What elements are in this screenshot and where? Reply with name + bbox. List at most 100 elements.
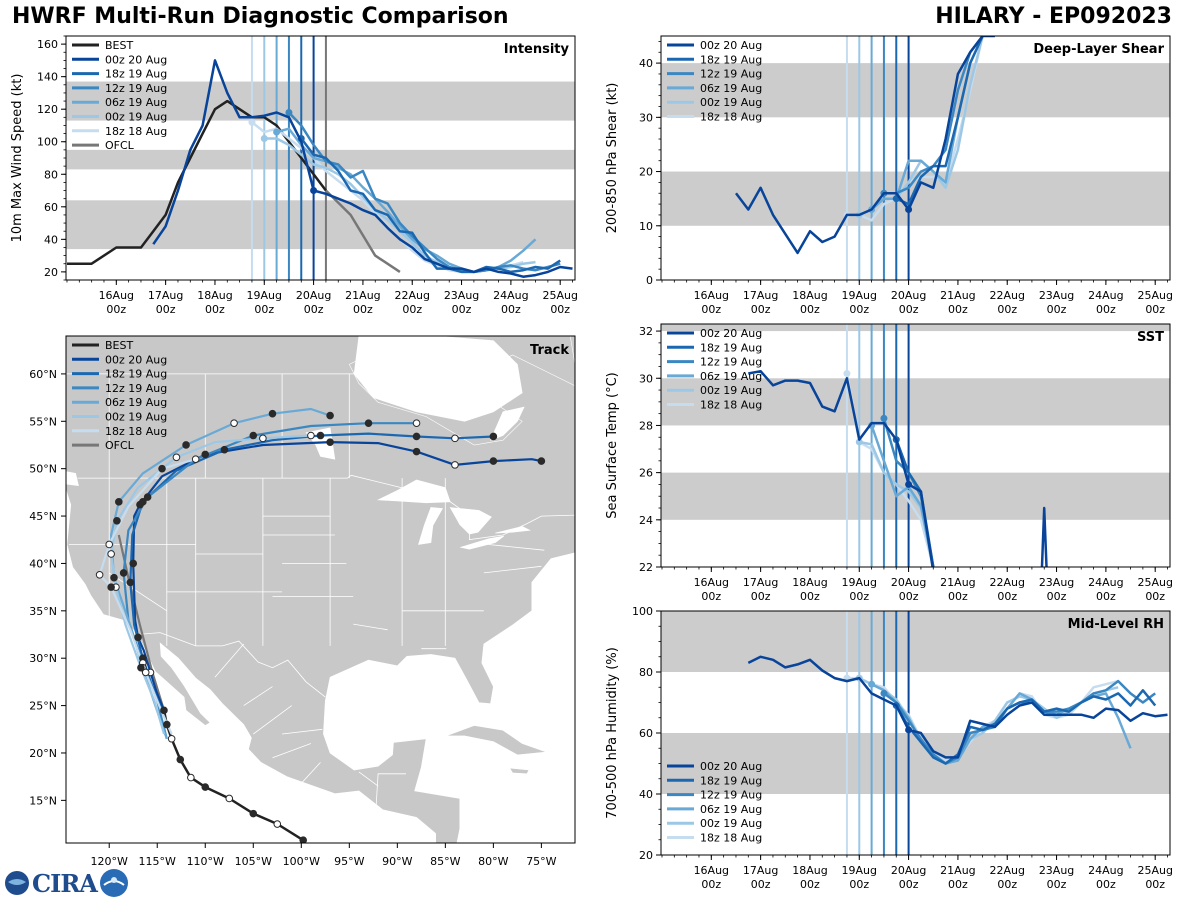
track-point-best <box>201 783 210 791</box>
track-point-18z-18-aug <box>141 668 150 677</box>
sst-legend-label-12z-19-aug: 12z 19 Aug <box>700 356 762 369</box>
intensity-y-label: 10m Max Wind Speed (kt) <box>10 74 25 243</box>
track-point-00z-20-aug <box>451 461 459 469</box>
page-title: HWRF Multi-Run Diagnostic Comparison <box>12 4 509 29</box>
cira-logo-text: CIRA <box>32 868 98 898</box>
mexico-state-line-1 <box>272 743 312 759</box>
track-point-best <box>299 836 308 843</box>
sst-series-06z-19-aug <box>870 424 935 567</box>
intensity-x-tick-label: 23Aug 00z <box>444 289 479 316</box>
sst-series-00z-20-aug <box>748 369 1048 567</box>
track-y-tick-label: 15°N <box>29 794 57 807</box>
sst-band-1 <box>661 378 1170 426</box>
rh-title: Mid-Level RH <box>1068 617 1164 632</box>
intensity-init-marker-18z-18-aug <box>248 118 256 126</box>
rh-band-0 <box>661 733 1170 794</box>
rh-x-tick-label: 20Aug 00z <box>891 864 926 891</box>
intensity-x-tick-label: 20Aug 00z <box>296 289 331 316</box>
track-point-00z-20-aug <box>326 438 334 446</box>
intensity-x-tick-label: 25Aug 00z <box>542 289 577 316</box>
track-x-tick-label: 80°W <box>478 855 508 868</box>
track-y-tick-label: 40°N <box>29 557 57 570</box>
track-y-axis: 15°N 20°N 25°N 30°N 35°N 40°N 45°N 50°N 55°N 60°N <box>29 368 66 807</box>
intensity-legend-label-18z-19-aug: 18z 19 Aug <box>105 68 167 81</box>
track-line-18z-19-aug <box>129 432 494 711</box>
intensity-x-tick-label: 22Aug 00z <box>394 289 429 316</box>
shear-legend-label-00z-20-aug: 00z 20 Aug <box>700 39 762 52</box>
track-point-18z-19-aug <box>220 445 229 454</box>
intensity-y-axis: 20 40 60 80 100 120 140 160 10m Max Wind Speed (… <box>10 35 66 281</box>
intensity-x-tick-label: 24Aug 00z <box>493 289 528 316</box>
rh-legend-label-00z-20-aug: 00z 20 Aug <box>700 760 762 773</box>
cira-logo: CIRA <box>4 866 129 900</box>
intensity-x-tick-label: 21Aug 00z <box>345 289 380 316</box>
rh-plot-area <box>747 611 1168 855</box>
track-point-18z-18-aug <box>105 540 114 549</box>
track-y-tick-label: 35°N <box>29 605 57 618</box>
shear-y-tick-label: 10 <box>639 220 653 233</box>
track-x-tick-label: 75°W <box>526 855 556 868</box>
rh-init-marker-12z-19-aug <box>880 689 888 697</box>
lake-huron <box>449 507 492 535</box>
rh-x-tick-label: 25Aug 00z <box>1137 864 1172 891</box>
state-line-h-8 <box>353 623 388 631</box>
track-point-best <box>167 734 176 743</box>
shear-init-marker-00z-20-aug <box>905 206 913 214</box>
shear-band-1 <box>661 63 1170 118</box>
track-line-18z-18-aug <box>98 458 196 735</box>
mexico-state-line-6 <box>214 643 245 678</box>
intensity-y-tick-label: 120 <box>37 103 58 116</box>
intensity-x-tick-label: 18Aug 00z <box>197 289 232 316</box>
shear-legend-label-12z-19-aug: 12z 19 Aug <box>700 68 762 81</box>
rh-x-tick-label: 17Aug 00z <box>743 864 778 891</box>
sst-y-axis: 22 24 26 28 30 32 Sea Surface Temp (°C) <box>605 325 661 574</box>
track-x-tick-label: 90°W <box>382 855 412 868</box>
sst-legend-label-00z-19-aug: 00z 19 Aug <box>700 384 762 397</box>
intensity-band-2 <box>66 81 575 121</box>
track-x-tick-label: 95°W <box>334 855 364 868</box>
track-legend-label-00z-20-aug: 00z 20 Aug <box>105 353 167 366</box>
track-x-axis: 120°W 115°W 110°W 105°W 100°W 95°W 90°W 85°W 80°… <box>91 843 557 868</box>
rh-y-tick-label: 80 <box>639 666 653 679</box>
intensity-band-0 <box>66 200 575 250</box>
intensity-series-12z-19-aug <box>287 111 561 274</box>
track-y-tick-label: 30°N <box>29 652 57 665</box>
sst-y-tick-label: 24 <box>639 514 653 527</box>
sst-init-marker-00z-20-aug <box>905 480 913 488</box>
rh-init-marker-00z-20-aug <box>905 726 913 734</box>
rh-legend-label-06z-19-aug: 06z 19 Aug <box>700 803 762 816</box>
shear-x-tick-label: 23Aug 00z <box>1039 289 1074 316</box>
intensity-init-marker-06z-19-aug <box>273 128 281 136</box>
sst-band-2 <box>661 324 1170 332</box>
track-x-tick-label: 100°W <box>283 855 320 868</box>
sst-init-marker-00z-19-aug <box>855 438 863 446</box>
intensity-legend-label-best: BEST <box>105 39 133 52</box>
shear-y-tick-label: 20 <box>639 166 653 179</box>
shear-x-tick-label: 20Aug 00z <box>891 289 926 316</box>
rh-x-tick-label: 19Aug 00z <box>842 864 877 891</box>
track-y-tick-label: 60°N <box>29 368 57 381</box>
track-point-06z-19-aug <box>110 573 118 582</box>
james-bay-inset <box>489 406 525 441</box>
track-point-12z-19-aug <box>364 419 373 427</box>
track-point-18z-19-aug <box>316 431 325 440</box>
sst-x-tick-label: 21Aug 00z <box>940 576 975 603</box>
track-point-best <box>163 720 171 729</box>
shear-y-tick-label: 0 <box>646 274 653 287</box>
sst-x-tick-label: 17Aug 00z <box>743 576 778 603</box>
intensity-init-marker-00z-19-aug <box>260 134 268 142</box>
track-legend-label-12z-19-aug: 12z 19 Aug <box>105 382 167 395</box>
mexico-state-line-4 <box>282 728 323 735</box>
intensity-legend-label-18z-18-aug: 18z 18 Aug <box>105 125 167 138</box>
sst-x-tick-label: 23Aug 00z <box>1039 576 1074 603</box>
sst-legend-label-00z-20-aug: 00z 20 Aug <box>700 327 762 340</box>
track-point-18z-18-aug <box>107 583 115 591</box>
intensity-y-tick-label: 100 <box>37 136 58 149</box>
track-point-00z-20-aug <box>489 457 498 465</box>
track-point-best <box>249 809 258 818</box>
track-point-06z-19-aug <box>230 419 238 427</box>
track-point-12z-19-aug <box>249 431 258 440</box>
